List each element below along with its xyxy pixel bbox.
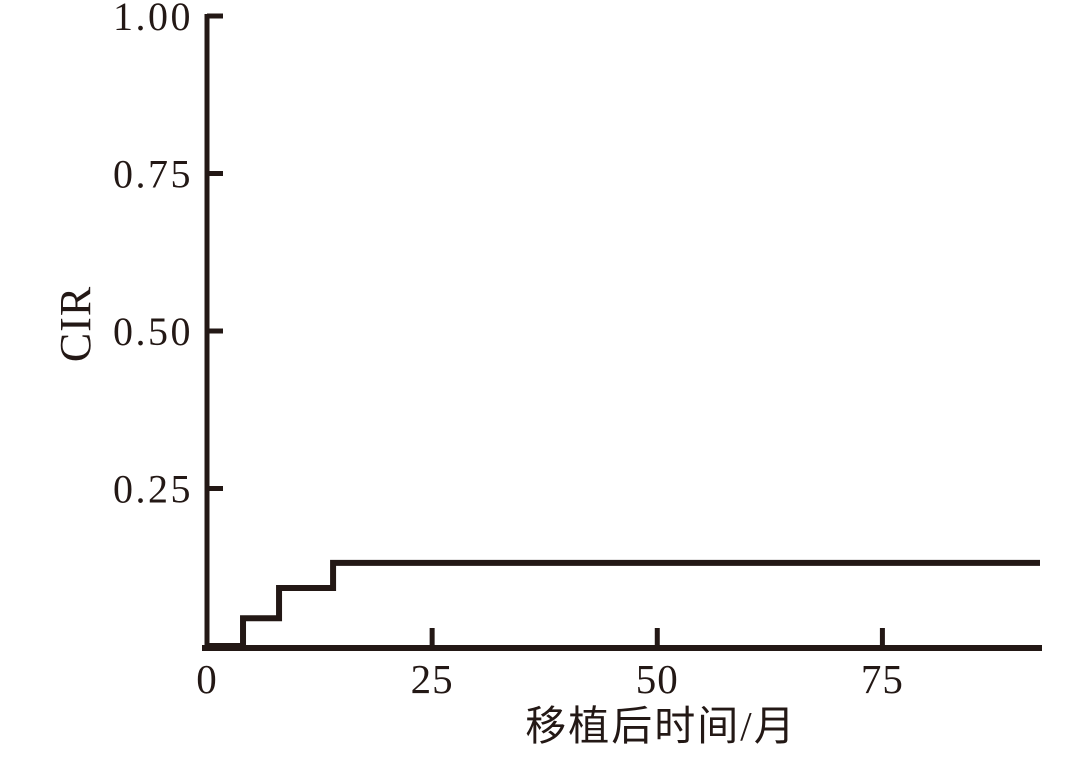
x-tick-label-0: 0 (196, 656, 218, 702)
y-tick-label-0.50: 0.50 (113, 309, 193, 354)
y-axis-title: CIR (51, 285, 100, 363)
x-tick-label-75: 75 (861, 656, 904, 702)
axis-ticks (204, 13, 885, 648)
cir-curve (207, 559, 1040, 649)
axes (202, 14, 1042, 651)
x-tick-label-25: 25 (411, 656, 454, 702)
y-tick-label-0.25: 0.25 (113, 467, 193, 512)
y-tick-label-1.00: 1.00 (113, 0, 193, 39)
x-axis-title: 移植后时间/月 (525, 703, 797, 749)
series-curves (207, 559, 1040, 649)
x-tick-label-50: 50 (636, 656, 679, 702)
y-tick-label-0.75: 0.75 (113, 152, 193, 197)
tick-labels: 0.25 0.50 0.75 1.00 0 25 50 75 (113, 0, 904, 702)
